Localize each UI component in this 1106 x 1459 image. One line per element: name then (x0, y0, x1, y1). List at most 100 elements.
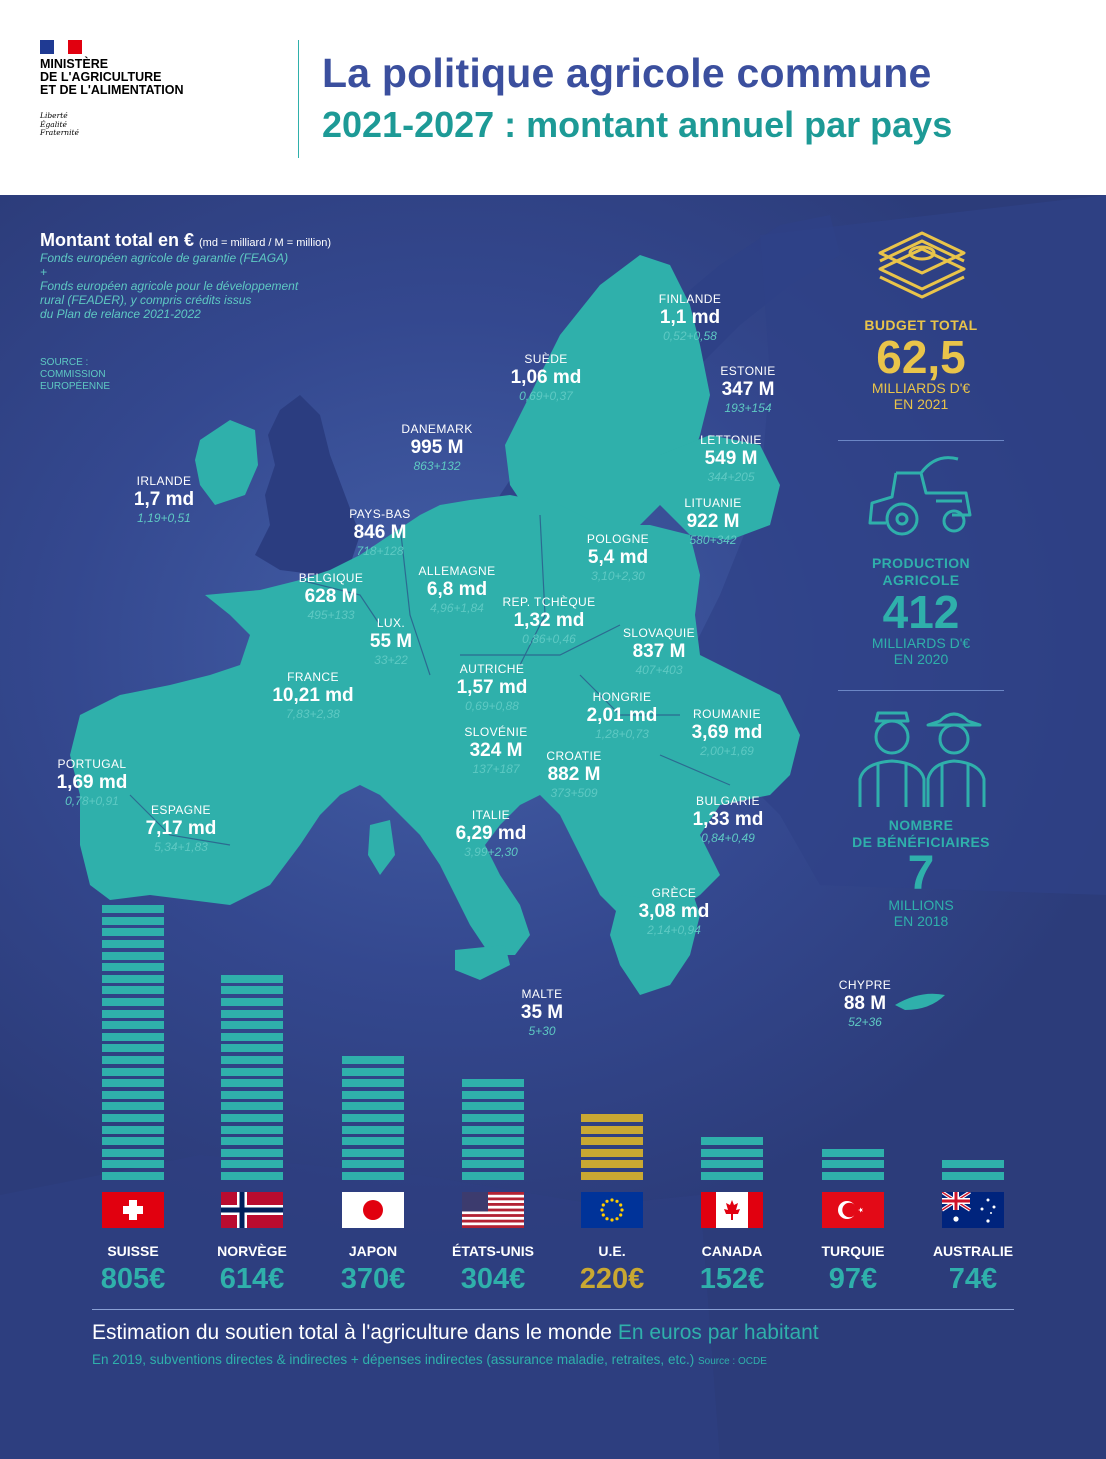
bar-stripe (102, 1160, 164, 1169)
country-detail: 0,69+0,88 (465, 699, 519, 713)
chart-title-text: Estimation du soutien total à l'agricult… (92, 1321, 612, 1344)
country-label-italie: ITALIE 6,29 md 3,99+2,30 (456, 808, 527, 859)
bar-stripe (342, 1125, 404, 1134)
country-amount: 1,33 md (692, 809, 764, 830)
country-amount: 7,17 md (145, 818, 217, 839)
country-detail: 52+36 (848, 1015, 882, 1029)
french-flag-icon (40, 40, 82, 54)
country-amount: 6,29 md (455, 823, 527, 844)
bar-stripe (342, 1114, 404, 1122)
bar-stripe (701, 1171, 763, 1180)
legend-line: du Plan de relance 2021-2022 (40, 307, 201, 321)
flag-norway-icon (221, 1192, 283, 1228)
sicily-shape (455, 945, 510, 980)
stat-label: DE BÉNÉFICIAIRES (852, 834, 990, 850)
country-label-belgique: BELGIQUE 628 M 495+133 (299, 571, 364, 622)
country-detail: 137+187 (472, 762, 520, 776)
chart-source: Source : OCDE (697, 1356, 767, 1367)
country-label-portugal: PORTUGAL 1,69 md 0,78+0,91 (57, 757, 128, 808)
country-amount: 1,57 md (456, 677, 528, 698)
country-label-roumanie: ROUMANIE 3,69 md 2,00+1,69 (692, 707, 763, 758)
country-detail: 0,69+0,37 (519, 389, 573, 403)
farmers-icon (858, 711, 986, 807)
bar-stripe (581, 1148, 643, 1157)
stat-label: AGRICOLE (882, 572, 960, 588)
country-detail: 1,19+0,51 (137, 511, 191, 525)
bar-stripe (102, 951, 164, 960)
country-label-bulgarie: BULGARIE 1,33 md 0,84+0,49 (693, 794, 764, 845)
bar-stripe (102, 974, 164, 983)
chart-subtitle: En 2019, subventions directes & indirect… (92, 1352, 767, 1367)
bar-stripe (462, 1137, 524, 1146)
flag-canada-icon (701, 1192, 763, 1228)
stat-budget: BUDGET TOTAL 62,5 MILLIARDS D'€ EN 2021 (838, 317, 1004, 412)
bar-stripe (102, 1113, 164, 1122)
bar-stripe (342, 1102, 404, 1111)
stat-unit: MILLIARDS D'€ (871, 380, 971, 396)
country-name: FINLANDE (658, 292, 722, 306)
country-name: DANEMARK (401, 422, 473, 436)
legend-source: SOURCE : COMMISSION EUROPÉENNE (40, 357, 440, 393)
country-amount: 837 M (632, 641, 686, 662)
bar-label-suisse: SUISSE (107, 1243, 159, 1259)
bar-stripe (102, 1032, 164, 1041)
bar-stripe (581, 1114, 643, 1122)
bar-label-canada: CANADA (701, 1243, 763, 1259)
country-amount: 846 M (353, 522, 407, 543)
bar-stripe (221, 1148, 283, 1157)
chart-title-highlight: En euros par habitant (617, 1321, 819, 1344)
country-name: CROATIE (546, 749, 602, 763)
country-amount: 1,69 md (56, 772, 128, 793)
bar-stripe (221, 1079, 283, 1088)
bar-label-australie: AUSTRALIE (932, 1243, 1014, 1259)
country-label-suede: SUÈDE 1,06 md 0,69+0,37 (511, 352, 582, 403)
bar-stripe (221, 1055, 283, 1064)
bar-stripe (701, 1148, 763, 1157)
country-detail: 33+22 (374, 653, 408, 667)
country-detail: 0,86+0,46 (522, 632, 576, 646)
bar-stripe (102, 997, 164, 1006)
ministry-name: MINISTÈRE DE L'AGRICULTURE ET DE L'ALIME… (40, 58, 183, 97)
bar-stripe (102, 939, 164, 948)
motto-line: Égalité (40, 119, 67, 129)
source-line: EUROPÉENNE (40, 381, 111, 392)
country-detail: 0,84+0,49 (701, 831, 755, 845)
country-amount: 1,06 md (510, 367, 582, 388)
country-label-espagne: ESPAGNE 7,17 md 5,34+1,83 (146, 803, 217, 854)
stat-label: PRODUCTION (871, 555, 971, 571)
bar-stripe (462, 1125, 524, 1134)
bar-stripe (102, 1044, 164, 1053)
bar-stripe (102, 963, 164, 972)
stat-unit: EN 2020 (893, 651, 949, 667)
money-stack-icon (878, 231, 966, 299)
country-amount: 10,21 md (272, 685, 354, 706)
country-name: BELGIQUE (298, 571, 364, 585)
stat-unit: EN 2021 (893, 396, 949, 412)
bar-stripe (102, 1125, 164, 1134)
bar-value-canada: 152€ (699, 1263, 765, 1295)
country-detail: 344+205 (707, 470, 755, 484)
country-label-croatie: CROATIE 882 M 373+509 (546, 749, 601, 800)
bar-stripe (221, 1032, 283, 1041)
bar-value-etats-unis: 304€ (460, 1263, 526, 1295)
bar-stripe (462, 1113, 524, 1122)
country-amount: 628 M (304, 586, 358, 607)
stat-value: 412 (882, 586, 960, 638)
greece-shape (610, 885, 700, 995)
country-amount: 88 M (843, 993, 887, 1014)
bar-stripe (342, 1148, 404, 1157)
country-name: SLOVAQUIE (622, 626, 696, 640)
country-detail: 3,10+2,30 (591, 569, 645, 583)
bar-stripe (102, 1102, 164, 1111)
flag-eu-icon (581, 1192, 643, 1228)
cyprus-shape (895, 993, 945, 1010)
flag-japan-icon (342, 1192, 404, 1228)
country-amount: 324 M (469, 740, 523, 761)
country-detail: 5,34+1,83 (154, 840, 208, 854)
country-amount: 922 M (686, 511, 740, 532)
bar-stripe (102, 905, 164, 914)
bar-value-japon: 370€ (340, 1263, 406, 1295)
country-detail: 0,52+0,58 (663, 329, 717, 343)
bar-stripe (102, 1137, 164, 1146)
country-name: LETTONIE (700, 433, 762, 447)
